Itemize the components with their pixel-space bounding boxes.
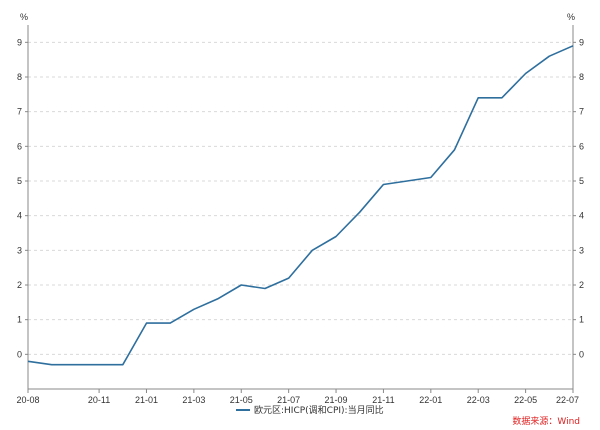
legend-label-0: 欧元区:HICP(调和CPI):当月同比 <box>254 404 384 416</box>
data-point-20-08 <box>26 359 30 363</box>
data-point-21-08 <box>311 249 315 253</box>
data-point-21-11 <box>382 183 386 187</box>
y-unit-right: % <box>567 12 575 22</box>
x-tick-22-03: 22-03 <box>467 395 490 405</box>
x-tick-20-11: 20-11 <box>88 395 110 405</box>
data-point-21-03 <box>192 307 196 311</box>
series-line-0 <box>27 45 574 366</box>
data-point-20-11 <box>97 363 101 367</box>
data-point-21-09 <box>334 235 338 239</box>
data-point-21-12 <box>405 179 409 183</box>
x-tick-21-01: 21-01 <box>135 395 158 405</box>
y-tick-right-3: 3 <box>579 245 584 255</box>
data-point-21-06 <box>263 287 267 291</box>
y-tick-right-1: 1 <box>579 315 584 325</box>
y-tick-right-4: 4 <box>579 211 584 221</box>
y-tick-right-7: 7 <box>579 107 584 117</box>
y-unit-left: % <box>20 12 28 22</box>
data-point-20-09 <box>50 363 54 367</box>
x-tick-21-09: 21-09 <box>325 395 348 405</box>
y-tick-left-6: 6 <box>17 141 22 151</box>
y-tick-left-3: 3 <box>17 245 22 255</box>
y-tick-right-8: 8 <box>579 72 584 82</box>
series-layer <box>26 44 575 367</box>
x-tick-21-03: 21-03 <box>182 395 205 405</box>
data-point-21-02 <box>168 321 172 325</box>
source-note: 数据来源：Wind <box>512 415 580 427</box>
y-tick-right-0: 0 <box>579 349 584 359</box>
data-point-22-06 <box>548 54 552 58</box>
y-tick-right-2: 2 <box>579 280 584 290</box>
data-point-22-01 <box>429 176 433 180</box>
y-tick-left-5: 5 <box>17 176 22 186</box>
data-point-21-07 <box>287 276 291 280</box>
grid-layer <box>28 41 573 355</box>
data-point-20-10 <box>74 363 78 367</box>
data-point-22-07 <box>571 44 575 48</box>
data-point-21-10 <box>358 210 362 214</box>
data-point-21-05 <box>239 283 243 287</box>
x-tick-22-07: 22-07 <box>556 395 579 405</box>
data-point-22-05 <box>524 72 528 76</box>
axis-layer: 0 0 1 1 2 2 3 3 4 4 5 5 6 6 7 7 8 8 9 9% % 20-08 20-11 21-01 21-… <box>16 12 584 405</box>
data-point-21-01 <box>145 321 149 325</box>
y-tick-left-4: 4 <box>17 211 22 221</box>
y-tick-left-8: 8 <box>17 72 22 82</box>
y-tick-left-7: 7 <box>17 107 22 117</box>
x-tick-20-08: 20-08 <box>16 395 39 405</box>
y-tick-left-0: 0 <box>17 349 22 359</box>
y-tick-right-5: 5 <box>579 176 584 186</box>
y-tick-right-6: 6 <box>579 141 584 151</box>
x-tick-21-07: 21-07 <box>277 395 300 405</box>
y-tick-left-1: 1 <box>17 315 22 325</box>
x-tick-21-11: 21-11 <box>372 395 394 405</box>
data-point-22-04 <box>500 96 504 100</box>
x-tick-21-05: 21-05 <box>230 395 253 405</box>
data-point-22-02 <box>453 148 457 152</box>
y-tick-right-9: 9 <box>579 37 584 47</box>
x-tick-22-01: 22-01 <box>419 395 442 405</box>
data-point-22-03 <box>476 96 480 100</box>
data-point-21-04 <box>216 297 220 301</box>
data-point-20-12 <box>121 363 125 367</box>
x-tick-22-05: 22-05 <box>514 395 537 405</box>
y-tick-left-2: 2 <box>17 280 22 290</box>
y-tick-left-9: 9 <box>17 37 22 47</box>
